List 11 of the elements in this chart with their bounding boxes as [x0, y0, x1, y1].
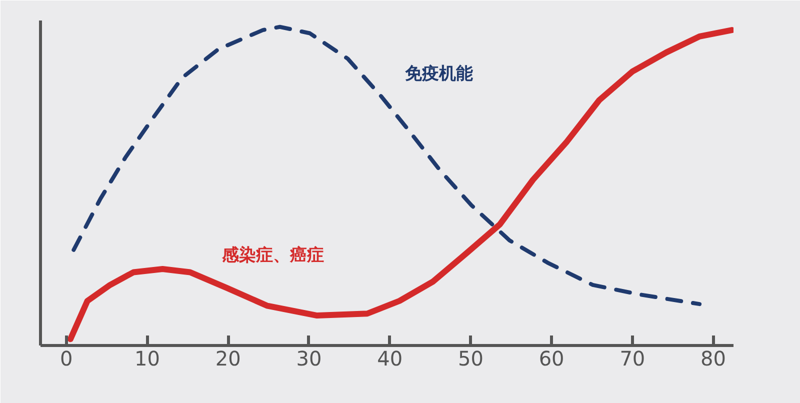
x-tick-label: 20	[215, 346, 241, 370]
series-label: 免疫机能	[404, 64, 474, 84]
x-tick-label: 50	[458, 346, 484, 370]
x-tick-label: 0	[60, 346, 73, 370]
series-label: 感染症、癌症	[220, 246, 324, 266]
x-tick-label: 80	[700, 346, 726, 370]
x-tick-label: 70	[620, 346, 646, 370]
x-tick-label: 10	[134, 346, 160, 370]
x-tick-label: 40	[377, 346, 403, 370]
x-tick-label: 30	[296, 346, 322, 370]
x-tick-label: 60	[538, 346, 564, 370]
